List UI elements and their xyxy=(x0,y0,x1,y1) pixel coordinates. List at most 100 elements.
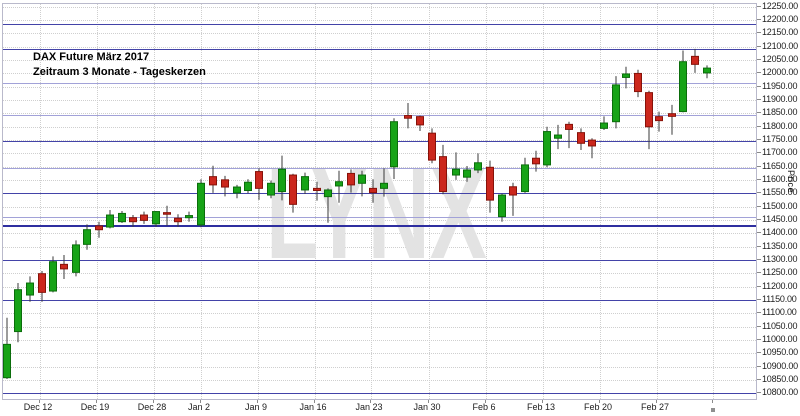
date-tick xyxy=(712,400,713,403)
horizontal-gridline xyxy=(3,326,756,328)
support-resistance-line xyxy=(3,393,756,395)
price-tick-label: 11900.00 xyxy=(762,94,798,105)
candle-body-down xyxy=(221,179,229,188)
vertical-gridline xyxy=(600,4,601,399)
candle-body-down xyxy=(634,72,642,93)
price-tick xyxy=(757,312,761,314)
candle-body-down xyxy=(174,217,182,223)
date-tick-label: Feb 27 xyxy=(640,402,670,412)
price-tick-label: 11800.00 xyxy=(762,120,798,131)
price-tick xyxy=(757,299,761,301)
candle-body-up xyxy=(233,186,241,194)
date-tick-label: Jan 16 xyxy=(299,402,327,412)
candle-body-down xyxy=(439,156,447,193)
price-tick xyxy=(757,339,761,341)
vertical-gridline xyxy=(40,4,41,399)
horizontal-gridline xyxy=(3,33,756,35)
vertical-gridline xyxy=(543,4,544,399)
price-tick xyxy=(757,325,761,327)
chart-title: DAX Future März 2017 Zeitraum 3 Monate -… xyxy=(33,50,206,80)
price-tick-label: 12100.00 xyxy=(762,40,798,51)
chart-title-line1: DAX Future März 2017 xyxy=(33,51,150,63)
price-tick xyxy=(757,205,761,207)
candle-body-up xyxy=(26,282,34,296)
horizontal-gridline xyxy=(3,166,756,168)
date-tick-label: Jan 30 xyxy=(413,402,441,412)
candle-body-up xyxy=(521,164,529,193)
candle-body-up xyxy=(72,244,80,273)
candle-body-down xyxy=(565,123,573,130)
candle-body-down xyxy=(577,132,585,144)
candle-body-down xyxy=(645,92,653,128)
candle-body-down xyxy=(509,186,517,196)
candle-body-up xyxy=(452,168,460,176)
price-tick xyxy=(757,5,761,7)
candle-body-up xyxy=(185,215,193,219)
price-tick xyxy=(757,32,761,34)
candle-body-up xyxy=(498,194,506,218)
support-resistance-line xyxy=(3,114,756,116)
candles-svg xyxy=(3,48,711,380)
price-tick xyxy=(757,45,761,47)
horizontal-gridline xyxy=(3,100,756,102)
vertical-gridline xyxy=(657,4,658,399)
candle-body-down xyxy=(691,55,699,65)
date-tick-label: Dec 19 xyxy=(80,402,110,412)
vertical-gridline xyxy=(315,4,316,399)
candle-body-up xyxy=(543,131,551,166)
support-resistance-line xyxy=(3,24,756,26)
candle-body-up xyxy=(267,182,275,196)
horizontal-gridline xyxy=(3,86,756,88)
price-tick xyxy=(757,245,761,247)
candle-body-up xyxy=(600,122,608,129)
candle-body-down xyxy=(163,212,171,215)
price-tick xyxy=(757,112,761,114)
price-tick-label: 11300.00 xyxy=(762,254,798,265)
support-resistance-line xyxy=(3,217,756,219)
support-resistance-line xyxy=(3,49,756,51)
vertical-gridline xyxy=(713,4,714,399)
price-tick-label: 11000.00 xyxy=(762,334,798,345)
price-tick xyxy=(757,179,761,181)
horizontal-gridline xyxy=(3,286,756,288)
price-tick xyxy=(757,365,761,367)
horizontal-gridline xyxy=(3,46,756,48)
date-tick-label: Dec 28 xyxy=(137,402,167,412)
candle-body-down xyxy=(404,115,412,119)
candle-body-up xyxy=(278,168,286,193)
horizontal-gridline xyxy=(3,180,756,182)
horizontal-gridline xyxy=(3,313,756,315)
price-tick xyxy=(757,219,761,221)
candle-body-up xyxy=(622,73,630,78)
price-tick xyxy=(757,232,761,234)
price-tick-label: 12000.00 xyxy=(762,67,798,78)
price-tick-label: 11400.00 xyxy=(762,227,798,238)
date-tick-label: Feb 13 xyxy=(526,402,556,412)
price-tick xyxy=(757,379,761,381)
horizontal-gridline xyxy=(3,140,756,142)
support-resistance-line xyxy=(3,168,756,170)
price-tick-label: 11950.00 xyxy=(762,80,798,91)
price-tick xyxy=(757,152,761,154)
price-tick-label: 12250.00 xyxy=(762,0,798,11)
date-tick xyxy=(257,400,258,403)
price-tick-label: 11750.00 xyxy=(762,134,798,145)
candle-body-down xyxy=(588,139,596,147)
vertical-gridline xyxy=(429,4,430,399)
date-tick xyxy=(542,400,543,403)
candle-body-up xyxy=(118,212,126,223)
horizontal-gridline xyxy=(3,273,756,275)
horizontal-gridline xyxy=(3,73,756,75)
horizontal-gridline xyxy=(3,366,756,368)
vertical-gridline xyxy=(371,4,372,399)
horizontal-gridline xyxy=(3,126,756,128)
candle-body-up xyxy=(612,84,620,123)
candle-body-down xyxy=(255,171,263,189)
date-tick-label: Jan 9 xyxy=(244,402,268,412)
vertical-gridline xyxy=(486,4,487,399)
candle-body-down xyxy=(313,187,321,192)
price-tick-label: 10900.00 xyxy=(762,360,798,371)
support-resistance-line xyxy=(3,225,756,228)
price-tick-label: 11600.00 xyxy=(762,174,798,185)
price-tick xyxy=(757,272,761,274)
